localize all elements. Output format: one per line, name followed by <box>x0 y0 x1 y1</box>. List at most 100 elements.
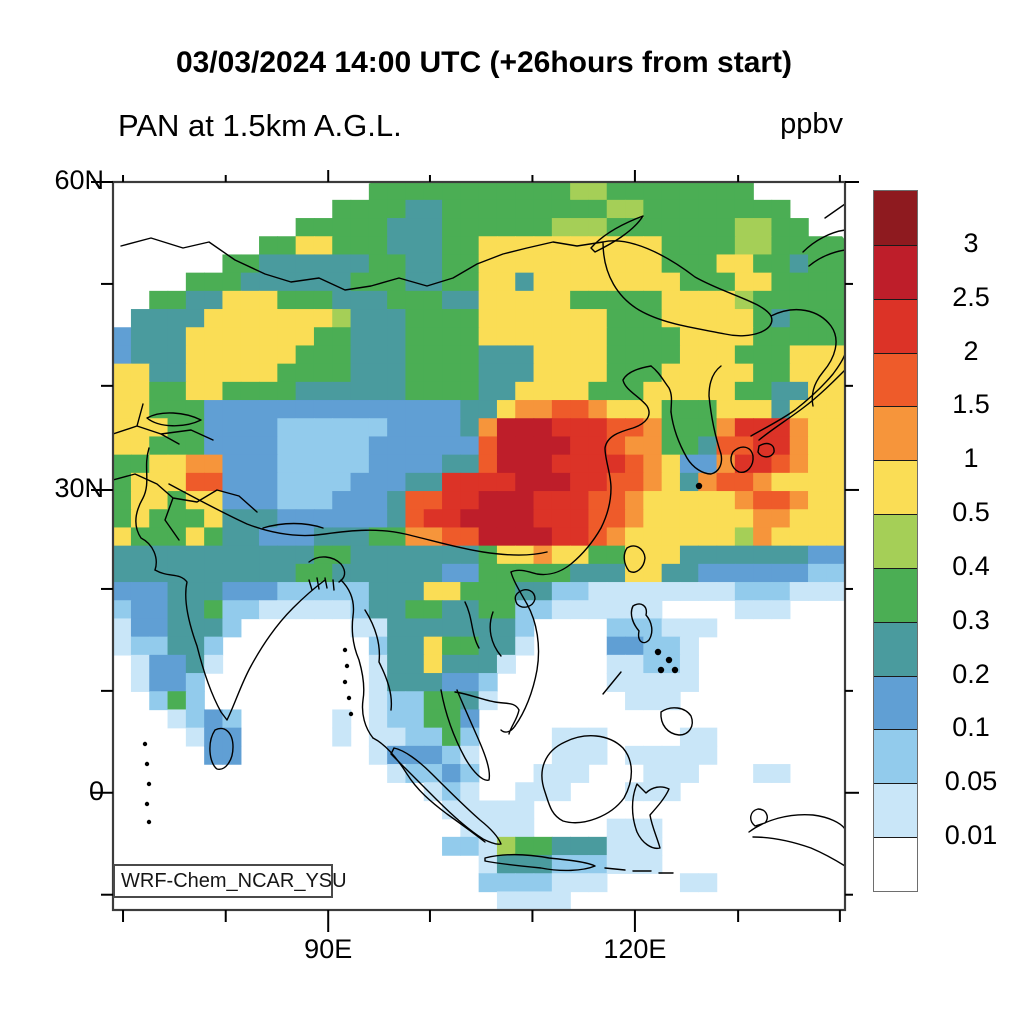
raster-cell <box>625 491 645 510</box>
raster-cell <box>277 254 297 274</box>
raster-cell <box>387 254 407 274</box>
raster-cell <box>496 836 516 856</box>
raster-cell <box>551 400 571 419</box>
raster-cell <box>460 563 480 583</box>
malay-peninsula <box>372 689 491 843</box>
raster-cell <box>515 290 535 310</box>
raster-cell <box>679 582 699 601</box>
raster-cell <box>826 381 845 401</box>
raster-cell <box>515 309 535 328</box>
raster-cell <box>185 381 205 401</box>
raster-cell <box>442 618 462 638</box>
raster-cell <box>588 527 608 547</box>
raster-cell <box>240 545 260 565</box>
raster-cell <box>387 363 407 383</box>
raster-cell <box>313 363 333 383</box>
raster-cell <box>350 527 370 547</box>
raster-cell <box>808 472 828 492</box>
raster-cell <box>368 327 388 347</box>
raster-cell <box>240 436 260 456</box>
raster-cell <box>698 563 718 583</box>
raster-cell <box>405 254 425 274</box>
raster-cell <box>570 582 590 601</box>
raster-cell <box>661 472 681 492</box>
raster-cell <box>698 199 718 219</box>
colorbar-cell <box>874 352 917 407</box>
raster-cell <box>167 381 187 401</box>
raster-cell <box>570 290 590 310</box>
raster-cell <box>588 345 608 365</box>
raster-cell <box>222 582 242 601</box>
raster-cell <box>423 491 443 510</box>
raster-cell <box>405 309 425 328</box>
raster-cell <box>442 254 462 274</box>
raster-cell <box>826 509 845 529</box>
raster-cell <box>533 873 553 893</box>
raster-cell <box>167 436 187 456</box>
raster-cell <box>387 673 407 692</box>
raster-cell <box>460 290 480 310</box>
raster-cell <box>204 709 224 729</box>
raster-cell <box>240 309 260 328</box>
raster-cell <box>679 182 699 201</box>
raster-cell <box>734 327 754 347</box>
raster-cell <box>588 472 608 492</box>
raster-cell <box>496 509 516 529</box>
raster-cell <box>643 309 663 328</box>
raster-cell <box>606 818 626 838</box>
raster-cell <box>496 654 516 674</box>
raster-cell <box>313 545 333 565</box>
raster-cell <box>167 636 187 656</box>
raster-cell <box>295 436 315 456</box>
raster-cell <box>204 363 224 383</box>
raster-cell <box>496 618 516 638</box>
raster-cell <box>496 182 516 201</box>
raster-cell <box>679 199 699 219</box>
raster-cell <box>753 290 773 310</box>
raster-cell <box>625 673 645 692</box>
raster-cell <box>423 582 443 601</box>
raster-cell <box>368 309 388 328</box>
andaman-island <box>342 679 348 685</box>
raster-cell <box>771 454 791 474</box>
raster-cell <box>222 545 242 565</box>
raster-cell <box>661 691 681 711</box>
raster-cell <box>698 745 718 765</box>
raster-cell <box>661 745 681 765</box>
raster-cell <box>313 582 333 601</box>
raster-cell <box>533 309 553 328</box>
raster-cell <box>716 254 736 274</box>
raster-cell <box>167 309 187 328</box>
raster-cell <box>716 381 736 401</box>
raster-cell <box>185 509 205 529</box>
raster-cell <box>350 309 370 328</box>
mongolia-border <box>602 240 773 337</box>
raster-cell <box>515 272 535 292</box>
raster-cell <box>387 509 407 529</box>
raster-cell <box>734 545 754 565</box>
raster-cell <box>606 436 626 456</box>
raster-cell <box>113 563 132 583</box>
raster-cell <box>661 618 681 638</box>
raster-cell <box>570 436 590 456</box>
raster-cell <box>387 199 407 219</box>
sumatra <box>390 747 502 845</box>
raster-cell <box>332 563 352 583</box>
raster-cell <box>551 782 571 802</box>
raster-cell <box>478 182 498 201</box>
raster-cell <box>332 327 352 347</box>
raster-cell <box>350 618 370 638</box>
raster-cell <box>204 600 224 620</box>
raster-cell <box>716 327 736 347</box>
honshu <box>750 353 845 441</box>
raster-cell <box>698 309 718 328</box>
colorbar-cell <box>874 567 917 622</box>
raster-cell <box>442 400 462 419</box>
raster-cell <box>753 545 773 565</box>
raster-cell <box>661 290 681 310</box>
raster-cell <box>442 491 462 510</box>
raster-cell <box>496 873 516 893</box>
raster-cell <box>277 345 297 365</box>
raster-cell <box>368 618 388 638</box>
